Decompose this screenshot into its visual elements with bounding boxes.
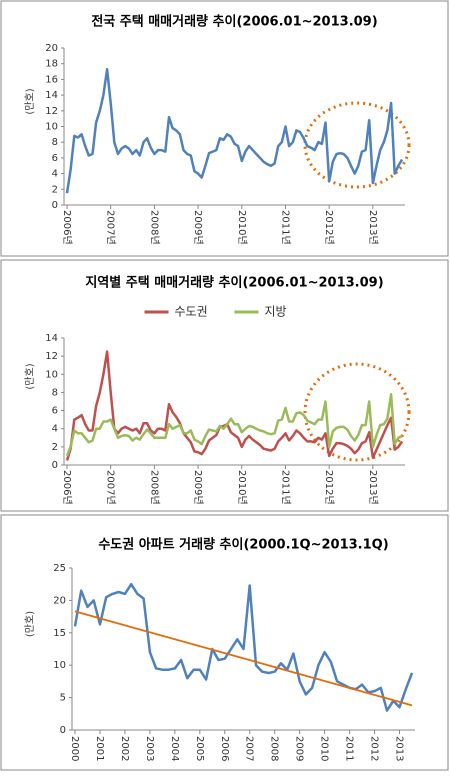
- x-tick-label: 2006년: [61, 210, 73, 245]
- series-line: [65, 392, 403, 457]
- y-tick-label: 6: [52, 153, 58, 164]
- x-tick-label: 2006: [219, 736, 230, 761]
- x-tick-label: 2007년: [105, 210, 117, 245]
- x-tick-label: 2011년: [279, 470, 291, 505]
- y-tick-label: 0: [52, 200, 58, 211]
- panel: [0, 259, 449, 512]
- x-tick-label: 2001: [94, 736, 105, 761]
- x-tick-label: 2012: [369, 736, 380, 761]
- x-tick-label: 2003: [144, 736, 155, 761]
- series-line: [65, 67, 404, 194]
- x-tick-label: 2010년: [236, 210, 248, 245]
- x-tick-label: 2013년: [367, 210, 379, 245]
- panel: [0, 514, 449, 771]
- y-tick-label: 8: [52, 387, 58, 398]
- y-axis-label: (만호): [24, 88, 36, 114]
- y-tick-label: 4: [52, 424, 58, 435]
- x-tick-label: 2009년: [192, 210, 204, 245]
- y-tick-label: 10: [53, 660, 66, 671]
- highlight: [303, 101, 411, 189]
- y-tick-label: 12: [45, 351, 58, 362]
- chart-title: 수도권 아파트 거래량 추이(2000.1Q~2013.1Q): [98, 537, 388, 553]
- y-tick-label: 25: [53, 563, 66, 574]
- x-tick-label: 2012년: [323, 210, 335, 245]
- x-tick-label: 2009: [294, 736, 305, 761]
- y-tick-label: 12: [45, 106, 58, 117]
- x-tick-label: 2000: [69, 736, 80, 761]
- x-tick-label: 2011년: [279, 210, 291, 245]
- x-tick-label: 2008년: [148, 470, 160, 505]
- panel: [0, 0, 449, 257]
- y-tick-label: 16: [45, 74, 58, 85]
- chart-title: 지역별 주택 매매거래량 추이(2006.01~2013.09): [85, 275, 383, 291]
- y-tick-label: 10: [45, 369, 58, 380]
- x-tick-label: 2010: [319, 736, 330, 761]
- x-tick-label: 2006년: [61, 470, 73, 505]
- legend-label: 지방: [265, 305, 287, 319]
- y-tick-label: 18: [45, 59, 58, 70]
- x-tick-label: 2009년: [192, 470, 204, 505]
- x-tick-label: 2008년: [148, 210, 160, 245]
- y-tick-label: 4: [52, 169, 58, 180]
- series-line: [65, 350, 404, 461]
- x-tick-label: 2012년: [323, 470, 335, 505]
- y-tick-label: 10: [45, 122, 58, 133]
- highlight: [303, 362, 411, 462]
- y-tick-label: 5: [60, 693, 66, 704]
- y-tick-label: 20: [53, 595, 66, 606]
- y-tick-label: 0: [60, 725, 66, 736]
- y-tick-label: 15: [53, 628, 66, 639]
- y-tick-label: 6: [52, 406, 58, 417]
- y-tick-label: 2: [52, 184, 58, 195]
- y-tick-label: 8: [52, 137, 58, 148]
- y-tick-label: 20: [45, 43, 58, 54]
- x-tick-label: 2013년: [367, 470, 379, 505]
- x-tick-label: 2011: [344, 736, 355, 761]
- x-tick-label: 2005: [194, 736, 205, 761]
- x-tick-label: 2007년: [105, 470, 117, 505]
- chart-title: 전국 주택 매매거래량 추이(2006.01~2013.09): [91, 14, 377, 30]
- y-tick-label: 14: [45, 333, 58, 344]
- x-tick-label: 2010년: [236, 470, 248, 505]
- y-axis-label: (만호): [24, 363, 36, 389]
- legend-label: 수도권: [175, 305, 208, 319]
- x-tick-label: 2008: [269, 736, 280, 761]
- x-tick-label: 2002: [119, 736, 130, 761]
- y-tick-label: 0: [52, 460, 58, 471]
- y-axis-label: (만호): [24, 611, 36, 637]
- x-tick-label: 2013: [394, 736, 405, 761]
- y-tick-label: 14: [45, 90, 58, 101]
- y-tick-label: 2: [52, 442, 58, 453]
- trend-line: [74, 610, 413, 707]
- x-tick-label: 2007: [244, 736, 255, 761]
- x-tick-label: 2004: [169, 736, 180, 761]
